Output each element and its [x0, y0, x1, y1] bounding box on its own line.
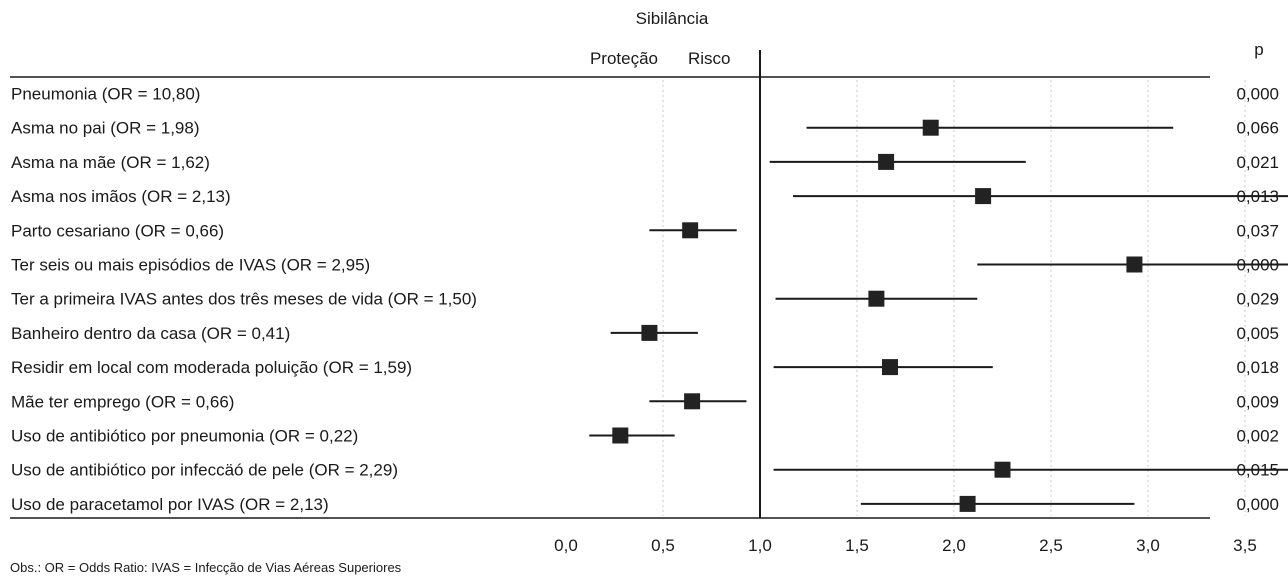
x-tick-label: 1,5 [845, 536, 869, 555]
odds-ratio-marker [975, 188, 992, 205]
odds-ratio-marker [881, 359, 898, 376]
p-value: 0,000 [1236, 256, 1279, 275]
p-value: 0,009 [1236, 392, 1279, 411]
odds-ratio-marker [1126, 256, 1143, 273]
row-label: Banheiro dentro da casa (OR = 0,41) [11, 324, 290, 343]
forest-row: Mãe ter emprego (OR = 0,66) 0,009 [11, 392, 1279, 411]
row-label: Ter seis ou mais episódios de IVAS (OR =… [11, 256, 370, 275]
forest-row: Residir em local com moderada poluição (… [11, 358, 1279, 377]
p-value: 0,066 [1236, 119, 1279, 138]
p-value: 0,013 [1236, 187, 1279, 206]
odds-ratio-marker [868, 290, 885, 307]
x-tick-label: 0,0 [554, 536, 578, 555]
p-value: 0,037 [1236, 221, 1279, 240]
forest-row: Asma na mãe (OR = 1,62) 0,021 [11, 153, 1279, 172]
forest-row: Uso de paracetamol por IVAS (OR = 2,13) 0… [11, 495, 1279, 514]
x-tick-label: 2,0 [942, 536, 966, 555]
protection-label: Proteção [590, 49, 658, 68]
odds-ratio-marker [684, 393, 701, 410]
p-value: 0,021 [1236, 153, 1279, 172]
x-tick-label: 0,5 [651, 536, 675, 555]
forest-row: Asma nos imãos (OR = 2,13) 0,013 [11, 187, 1288, 206]
forest-row: Ter seis ou mais episódios de IVAS (OR =… [11, 256, 1288, 275]
forest-row: Banheiro dentro da casa (OR = 0,41) 0,005 [11, 324, 1279, 343]
forest-row: Uso de antibiótico por infeccäó de pele … [11, 461, 1288, 480]
row-label: Uso de antibiótico por pneumonia (OR = 0… [11, 427, 358, 446]
footnote: Obs.: OR = Odds Ratio: IVAS = Infecção d… [10, 560, 402, 575]
row-label: Asma no pai (OR = 1,98) [11, 119, 200, 138]
p-value: 0,002 [1236, 427, 1279, 446]
odds-ratio-marker [994, 461, 1011, 478]
p-value: 0,029 [1236, 290, 1279, 309]
x-tick-label: 3,0 [1136, 536, 1160, 555]
row-label: Uso de paracetamol por IVAS (OR = 2,13) [11, 495, 329, 514]
row-label: Parto cesariano (OR = 0,66) [11, 221, 224, 240]
odds-ratio-marker [612, 427, 629, 444]
row-label: Pneumonia (OR = 10,80) [11, 85, 200, 104]
x-tick-label: 2,5 [1039, 536, 1063, 555]
row-label: Ter a primeira IVAS antes dos três meses… [11, 290, 477, 309]
risk-label: Risco [688, 49, 731, 68]
x-tick-label: 3,5 [1233, 536, 1257, 555]
row-label: Asma nos imãos (OR = 2,13) [11, 187, 231, 206]
odds-ratio-marker [641, 324, 658, 341]
x-tick-label: 1,0 [748, 536, 772, 555]
p-value: 0,000 [1236, 495, 1279, 514]
row-label: Residir em local com moderada poluição (… [11, 358, 412, 377]
forest-row: Asma no pai (OR = 1,98) 0,066 [11, 119, 1279, 138]
p-value: 0,018 [1236, 358, 1279, 377]
row-label: Uso de antibiótico por infeccäó de pele … [11, 461, 398, 480]
p-value: 0,015 [1236, 461, 1279, 480]
p-value: 0,000 [1236, 85, 1279, 104]
rows: Pneumonia (OR = 10,80) 0,000 Asma no pai (… [11, 85, 1288, 514]
odds-ratio-marker [878, 153, 895, 170]
forest-row: Parto cesariano (OR = 0,66) 0,037 [11, 221, 1279, 240]
odds-ratio-marker [959, 495, 976, 512]
forest-row: Ter a primeira IVAS antes dos três meses… [11, 290, 1279, 309]
row-label: Mãe ter emprego (OR = 0,66) [11, 392, 234, 411]
x-axis-ticks: 0,00,51,01,52,02,53,03,54,04,55,05,56,0 [554, 536, 1257, 555]
forest-row: Uso de antibiótico por pneumonia (OR = 0… [11, 427, 1279, 446]
forest-row: Pneumonia (OR = 10,80) 0,000 [11, 85, 1279, 104]
p-header: p [1254, 40, 1263, 59]
row-label: Asma na mãe (OR = 1,62) [11, 153, 210, 172]
odds-ratio-marker [682, 222, 699, 239]
odds-ratio-marker [922, 119, 939, 136]
chart-title: Sibilância [636, 9, 709, 28]
p-value: 0,005 [1236, 324, 1279, 343]
